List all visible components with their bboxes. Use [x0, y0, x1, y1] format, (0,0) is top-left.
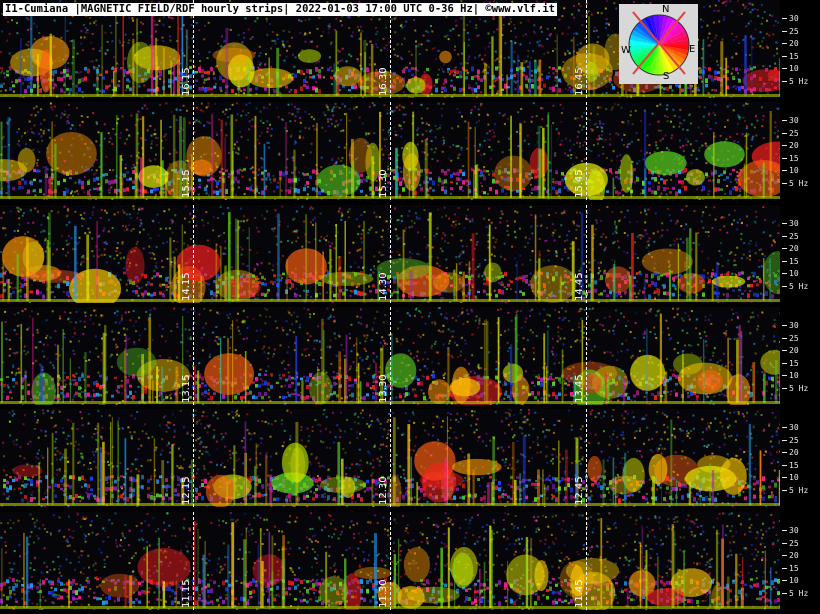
quarter-hour-marker	[390, 512, 391, 610]
quarter-hour-marker	[390, 102, 391, 200]
frequency-axis: 30 25 20 15 10 5 Hz	[782, 0, 820, 98]
frequency-tick-label: 10	[782, 65, 799, 73]
frequency-tick-label: 5 Hz	[782, 384, 808, 393]
time-label: 15.30	[378, 169, 389, 198]
quarter-hour-marker	[193, 409, 194, 507]
quarter-hour-marker	[586, 409, 587, 507]
frequency-tick-label: 10	[782, 577, 799, 585]
frequency-tick-label: 10	[782, 474, 799, 482]
quarter-hour-marker	[193, 0, 194, 98]
frequency-tick-label: 5 Hz	[782, 179, 808, 188]
spectrogram-strip: 14.15 14.30 14.45	[0, 205, 780, 303]
frequency-tick-label: 30	[782, 424, 799, 432]
spectrogram-strip: 11.15 11.30 11.45	[0, 512, 780, 610]
frequency-tick-label: 10	[782, 372, 799, 380]
quarter-hour-marker	[193, 512, 194, 610]
compass-east-label: E	[689, 44, 696, 55]
quarter-hour-marker	[586, 205, 587, 303]
quarter-hour-marker	[390, 205, 391, 303]
frequency-axis: 30 25 20 15 10 5 Hz	[782, 512, 820, 610]
compass-west-label: W	[621, 45, 631, 56]
frequency-tick-label: 25	[782, 27, 799, 36]
time-label: 11.45	[574, 579, 585, 608]
frequency-tick-label: 25	[782, 232, 799, 241]
quarter-hour-marker	[390, 0, 391, 98]
spectrogram-strips: 16.15 16.30 16.45 15.15 15.30 15.45 14.15 14.30…	[0, 0, 780, 610]
frequency-tick-label: 15	[782, 564, 799, 573]
compass-north-label: N	[662, 4, 670, 15]
time-label: 16.45	[574, 67, 585, 96]
time-label: 15.45	[574, 169, 585, 198]
quarter-hour-marker	[193, 307, 194, 405]
time-label: 12.45	[574, 476, 585, 505]
frequency-tick-label: 30	[782, 527, 799, 535]
frequency-tick-label: 20	[782, 40, 799, 48]
time-label: 15.15	[181, 169, 192, 198]
frequency-tick-label: 25	[782, 129, 799, 138]
quarter-hour-marker	[586, 512, 587, 610]
frequency-tick-label: 10	[782, 167, 799, 175]
frequency-tick-label: 30	[782, 15, 799, 23]
time-label: 13.15	[181, 374, 192, 403]
time-label: 13.45	[574, 374, 585, 403]
frequency-tick-label: 5 Hz	[782, 486, 808, 495]
frequency-tick-label: 25	[782, 334, 799, 343]
quarter-hour-marker	[586, 102, 587, 200]
compass-wheel-icon	[628, 11, 690, 76]
frequency-tick-label: 15	[782, 154, 799, 163]
frequency-axis: 30 25 20 15 10 5 Hz	[782, 205, 820, 303]
frequency-tick-label: 30	[782, 322, 799, 330]
compass-rose: N S E W	[619, 4, 698, 84]
frequency-tick-label: 10	[782, 270, 799, 278]
time-label: 14.15	[181, 272, 192, 301]
quarter-hour-marker	[193, 102, 194, 200]
time-label: 16.30	[378, 67, 389, 96]
frequency-axis: 30 25 20 15 10 5 Hz	[782, 102, 820, 200]
frequency-axis: 30 25 20 15 10 5 Hz	[782, 307, 820, 405]
spectrogram-strip: 13.15 13.30 13.45	[0, 307, 780, 405]
time-label: 16.15	[181, 67, 192, 96]
spectrogram-strip: 15.15 15.30 15.45	[0, 102, 780, 200]
quarter-hour-marker	[390, 307, 391, 405]
frequency-tick-label: 20	[782, 347, 799, 355]
frequency-tick-label: 15	[782, 257, 799, 266]
frequency-tick-label: 15	[782, 52, 799, 61]
time-label: 11.30	[378, 579, 389, 608]
frequency-axis: 30 25 20 15 10 5 Hz	[782, 409, 820, 507]
quarter-hour-marker	[586, 0, 587, 98]
frequency-tick-label: 15	[782, 461, 799, 470]
frequency-tick-label: 15	[782, 359, 799, 368]
time-label: 12.15	[181, 476, 192, 505]
frequency-tick-label: 5 Hz	[782, 282, 808, 291]
frequency-tick-label: 20	[782, 552, 799, 560]
time-label: 14.30	[378, 272, 389, 301]
time-label: 11.15	[181, 579, 192, 608]
spectrogram-strip: 12.15 12.30 12.45	[0, 409, 780, 507]
chart-title: I1-Cumiana |MAGNETIC FIELD/RDF hourly st…	[3, 3, 557, 16]
quarter-hour-marker	[390, 409, 391, 507]
time-label: 12.30	[378, 476, 389, 505]
time-label: 13.30	[378, 374, 389, 403]
frequency-tick-label: 25	[782, 436, 799, 445]
frequency-tick-label: 30	[782, 117, 799, 125]
frequency-tick-label: 20	[782, 142, 799, 150]
frequency-tick-label: 5 Hz	[782, 589, 808, 598]
frequency-tick-label: 30	[782, 220, 799, 228]
quarter-hour-marker	[193, 205, 194, 303]
spectrogram-canvas	[0, 512, 780, 610]
frequency-tick-label: 20	[782, 449, 799, 457]
compass-south-label: S	[663, 71, 670, 82]
quarter-hour-marker	[586, 307, 587, 405]
frequency-tick-label: 25	[782, 539, 799, 548]
frequency-tick-label: 5 Hz	[782, 77, 808, 86]
frequency-tick-label: 20	[782, 245, 799, 253]
time-label: 14.45	[574, 272, 585, 301]
